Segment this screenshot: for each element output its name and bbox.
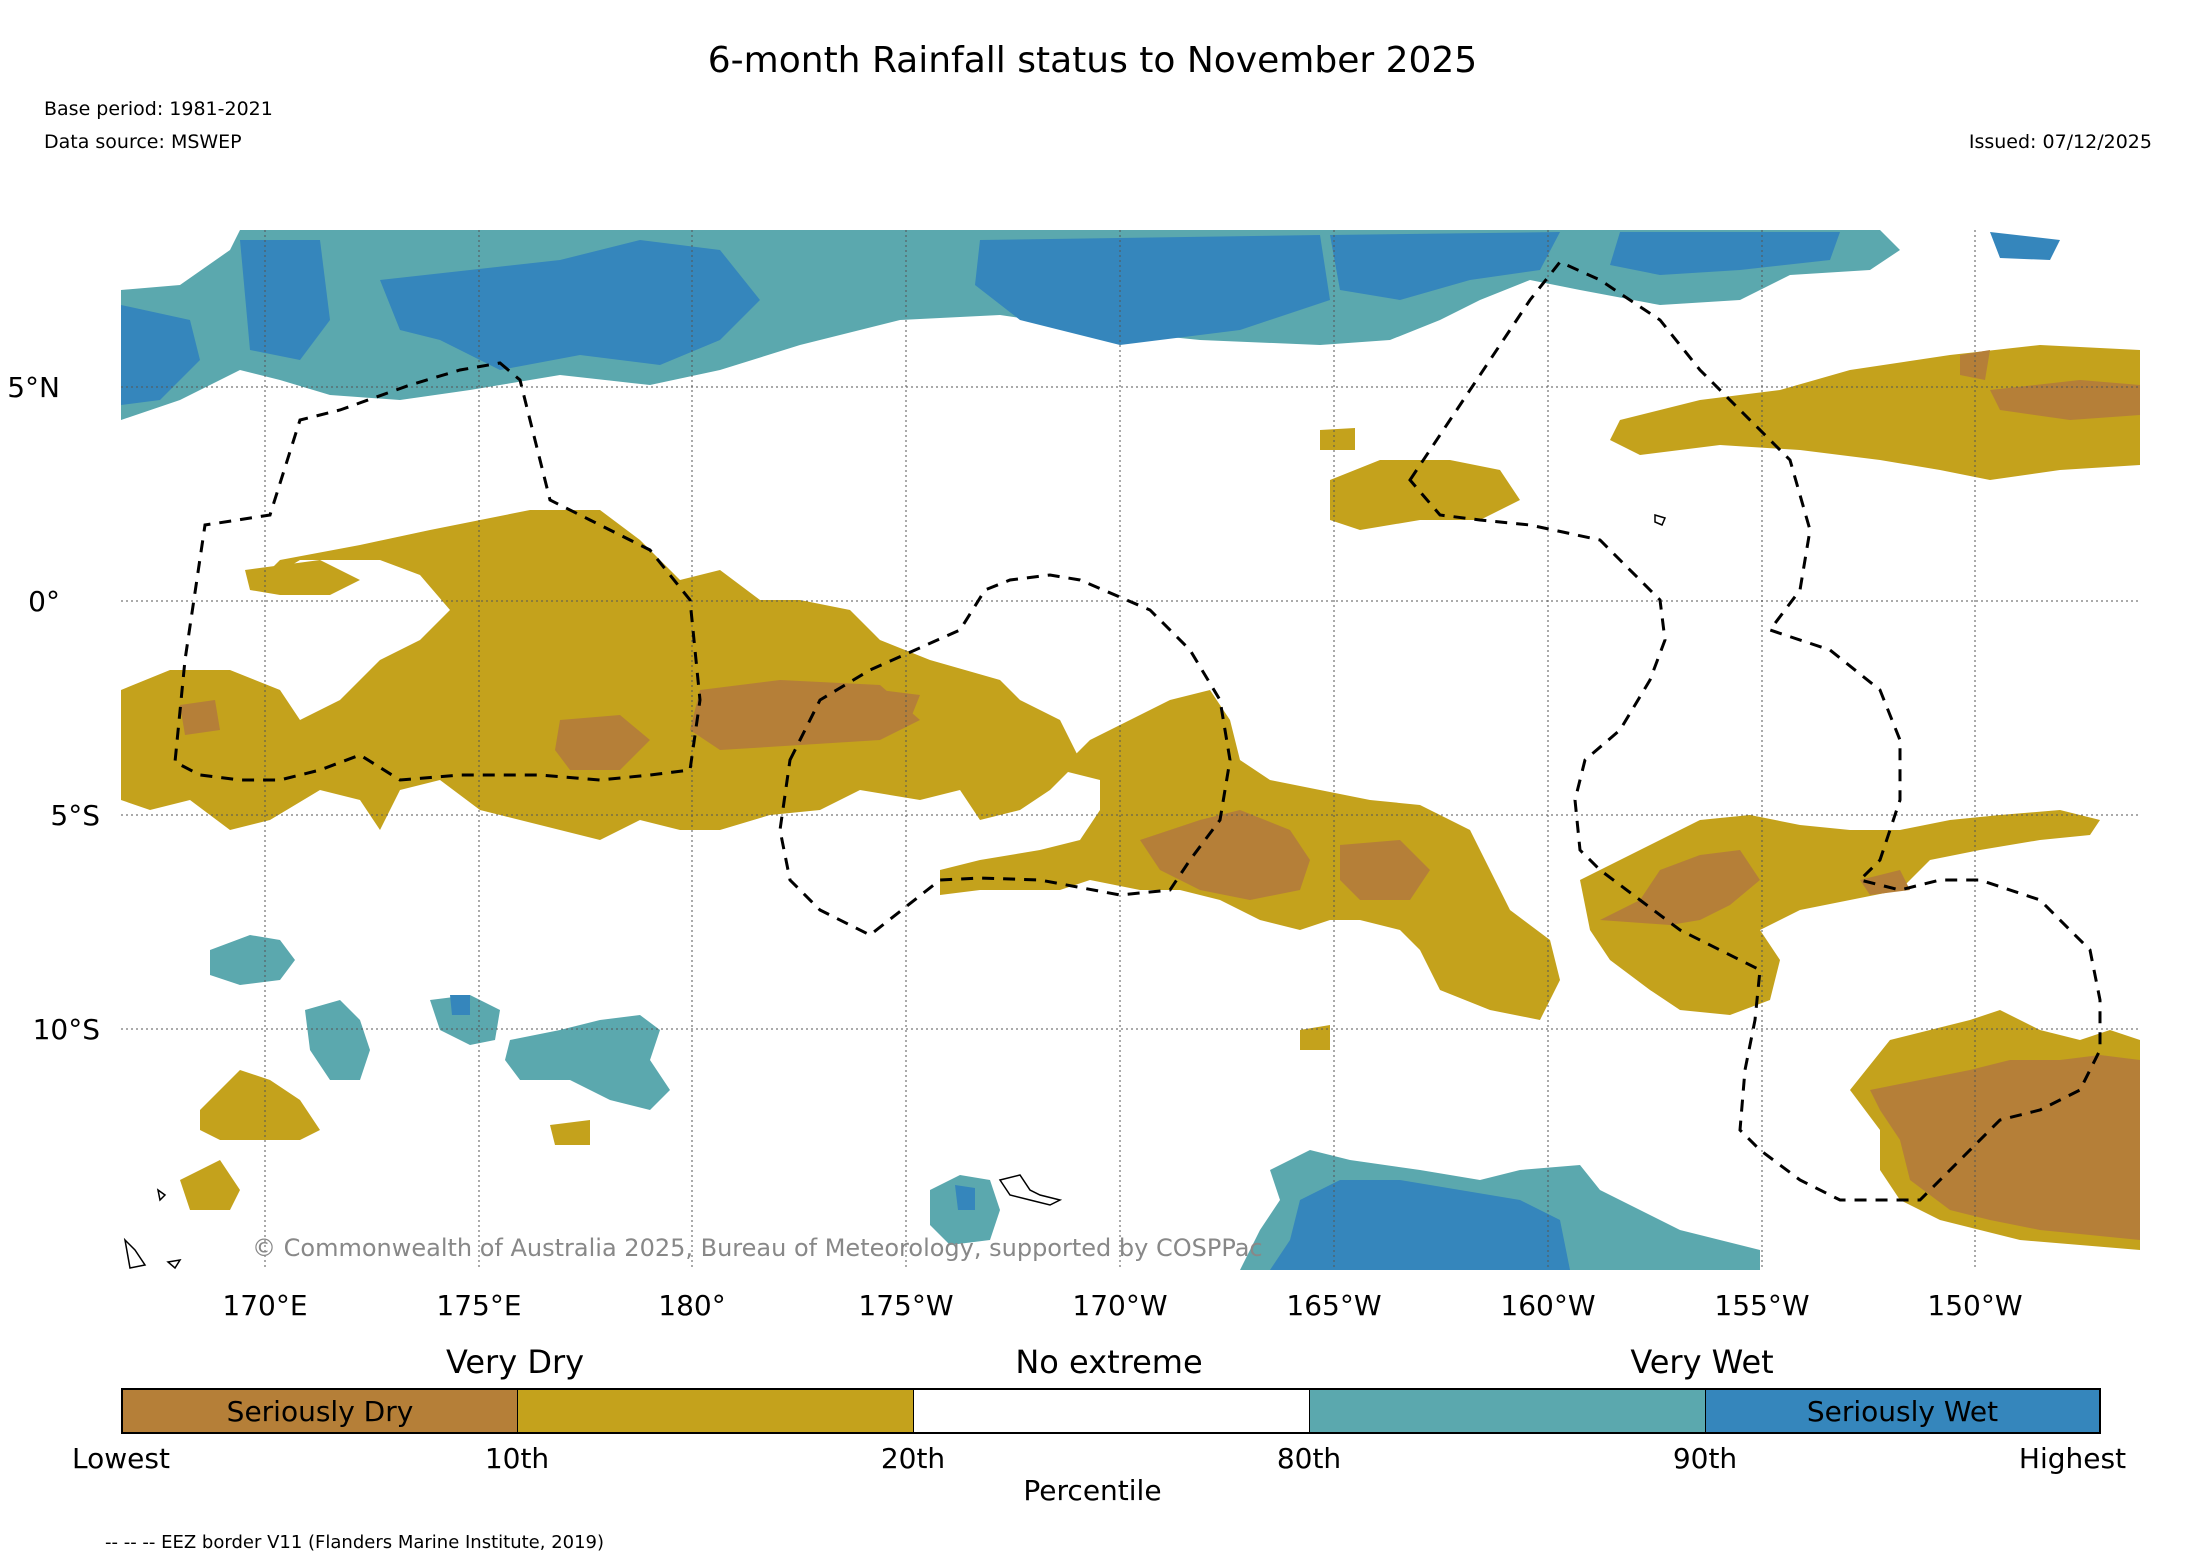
issued-date: Issued: 07/12/2025: [1968, 131, 2152, 153]
eez-borders: [173, 260, 2102, 1202]
lat-label-5n: 5°N: [7, 371, 60, 404]
lat-label-0: 0°: [28, 585, 60, 618]
lon-label-155w: 155°W: [1714, 1289, 1809, 1322]
seriously-wet-region-north: [121, 232, 2060, 405]
seriously-dry-region-east: [1600, 850, 1910, 925]
island-outlines: [123, 513, 1667, 1270]
map-title: 6-month Rainfall status to November 2025: [707, 40, 1478, 81]
seriously-dry-region-west: [180, 680, 920, 770]
seriously-wet-region-south: [450, 995, 1570, 1270]
legend-cell-very-wet: [1309, 1388, 1705, 1434]
dry-region-central-north: [1320, 428, 1520, 530]
lon-label-175w: 175°W: [858, 1289, 953, 1322]
legend-header-no-extreme: No extreme: [1015, 1343, 1203, 1381]
legend-cell-label-seriously-dry: Seriously Dry: [226, 1394, 414, 1428]
dry-region-west: [121, 510, 1080, 840]
data-source: Data source: MSWEP: [44, 131, 242, 153]
legend-cell-seriously-dry: Seriously Dry: [121, 1388, 517, 1434]
eez-border-note: -- -- -- EEZ border V11 (Flanders Marine…: [105, 1532, 605, 1553]
copyright-notice: © Commonwealth of Australia 2025, Bureau…: [252, 1234, 1263, 1262]
seriously-dry-region-southeast: [1870, 1055, 2140, 1240]
legend-cell-very-dry: [517, 1388, 913, 1434]
lat-label-10s: 10°S: [33, 1013, 100, 1046]
lon-label-150w: 150°W: [1927, 1289, 2022, 1322]
lon-label-180: 180°: [658, 1289, 725, 1322]
seriously-dry-region-northeast: [1960, 350, 2140, 420]
lon-label-165w: 165°W: [1286, 1289, 1381, 1322]
legend-tick-80th: 80th: [1276, 1442, 1342, 1475]
legend-axis-label: Percentile: [1023, 1474, 1162, 1507]
lat-label-5s: 5°S: [50, 799, 100, 832]
lon-label-175e: 175°E: [436, 1289, 521, 1322]
legend-tick-90th: 90th: [1672, 1442, 1738, 1475]
lon-label-170w: 170°W: [1072, 1289, 1167, 1322]
legend-header-very-dry: Very Dry: [445, 1343, 585, 1381]
legend-cell-label-seriously-wet: Seriously Wet: [1806, 1394, 1999, 1428]
graticule: [121, 230, 2140, 1270]
legend-tick-lowest: Lowest: [72, 1442, 170, 1475]
legend-cell-no-extreme: [913, 1388, 1309, 1434]
seriously-dry-region-central: [1140, 810, 1430, 900]
dry-region-west-small: [245, 540, 490, 595]
base-period: Base period: 1981-2021: [44, 98, 273, 120]
legend-header-very-wet: Very Wet: [1630, 1343, 1774, 1381]
legend-tick-20th: 20th: [880, 1442, 946, 1475]
dry-region-northeast: [1610, 345, 2140, 480]
legend-tick-highest: Highest: [2018, 1442, 2127, 1475]
legend-tick-10th: 10th: [484, 1442, 550, 1475]
lon-label-170e: 170°E: [222, 1289, 307, 1322]
legend-cell-seriously-wet: Seriously Wet: [1705, 1388, 2101, 1434]
wet-region-southwest: [210, 935, 670, 1110]
lon-label-160w: 160°W: [1500, 1289, 1595, 1322]
